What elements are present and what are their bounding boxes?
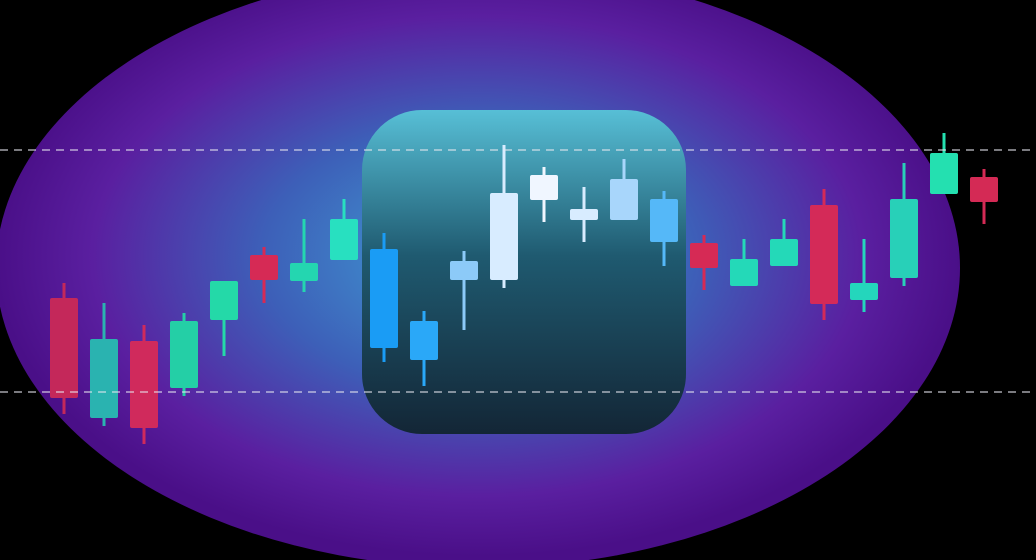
candle-body bbox=[330, 219, 358, 260]
candle-body bbox=[290, 263, 318, 281]
candle-body bbox=[370, 249, 398, 348]
candle-body bbox=[490, 193, 518, 280]
candle-body bbox=[930, 153, 958, 194]
candle-body bbox=[210, 281, 238, 320]
reference-lines bbox=[0, 149, 1036, 393]
candle-body bbox=[770, 239, 798, 266]
candle-body bbox=[650, 199, 678, 242]
candle-body bbox=[570, 209, 598, 220]
candle-body bbox=[730, 259, 758, 286]
candles-front bbox=[370, 145, 678, 386]
candle-body bbox=[50, 298, 78, 398]
candle-body bbox=[970, 177, 998, 202]
candle-body bbox=[690, 243, 718, 268]
card bbox=[362, 110, 686, 434]
candle-body bbox=[410, 321, 438, 360]
candle-body bbox=[170, 321, 198, 388]
candles-back bbox=[50, 133, 998, 444]
candle-body bbox=[530, 175, 558, 200]
candle-body bbox=[610, 179, 638, 220]
candle-body bbox=[250, 255, 278, 280]
candle-body bbox=[130, 341, 158, 428]
candle-body bbox=[890, 199, 918, 278]
candle-body bbox=[850, 283, 878, 300]
candle-body bbox=[90, 339, 118, 418]
candle-body bbox=[450, 261, 478, 280]
candle-body bbox=[810, 205, 838, 304]
